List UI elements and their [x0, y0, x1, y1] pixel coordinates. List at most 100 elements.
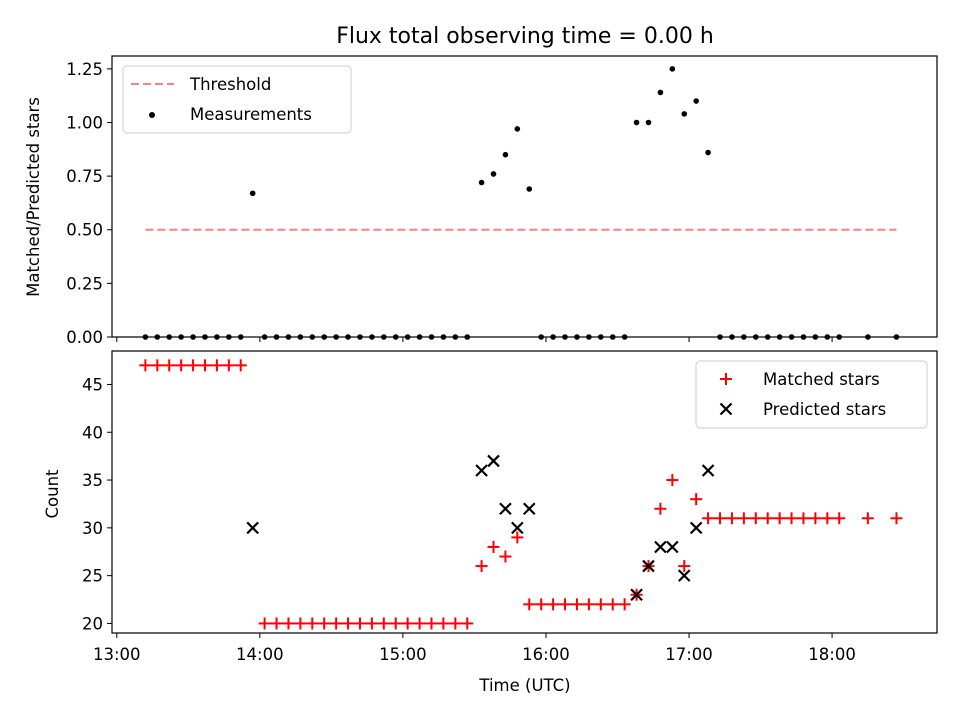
- top-y-tick-label: 1.00: [66, 113, 103, 132]
- matched-star-point: [318, 617, 331, 630]
- predicted-star-point: [499, 502, 512, 516]
- measurement-point: [514, 126, 521, 132]
- measurement-point: [681, 111, 688, 117]
- predicted-star-point: [487, 454, 500, 468]
- measurement-point: [669, 66, 676, 72]
- matched-star-point: [761, 512, 774, 525]
- matched-star-point: [437, 617, 450, 630]
- matched-star-point: [559, 598, 572, 611]
- matched-star-point: [475, 560, 488, 573]
- matched-star-point: [725, 512, 738, 525]
- matched-star-point: [413, 617, 426, 630]
- legend-matched-label: Matched stars: [763, 370, 880, 389]
- matched-star-point: [258, 617, 271, 630]
- matched-star-point: [499, 550, 512, 563]
- bottom-x-tick-label: 18:00: [808, 645, 856, 664]
- matched-star-point: [582, 598, 595, 611]
- matched-star-point: [151, 359, 164, 372]
- measurement-point: [249, 190, 256, 197]
- predicted-star-point: [475, 464, 488, 477]
- matched-star-point: [222, 359, 235, 372]
- predicted-star-point: [677, 569, 691, 582]
- bottom-axes-frame: [111, 350, 938, 634]
- matched-star-point: [547, 598, 560, 611]
- measurement-point: [693, 98, 699, 104]
- matched-star-point: [353, 617, 366, 630]
- bottom-y-axis-label: Count: [43, 469, 62, 519]
- bottom-axes: Count Time (UTC) 20 25 30 35 40 45 13:00 14:00…: [43, 350, 938, 695]
- predicted-star-point: [630, 588, 643, 602]
- bottom-y-tick-label: 30: [82, 519, 103, 538]
- bottom-x-ticks: 13:00 14:00 15:00 16:00 17:00 18:00: [93, 633, 856, 664]
- matched-star-point: [821, 512, 834, 525]
- matched-star-point: [401, 617, 414, 630]
- matched-star-point: [342, 617, 355, 630]
- top-y-axis-label: Matched/Predicted stars: [24, 97, 43, 297]
- bottom-legend: Matched stars Predicted stars: [695, 360, 928, 429]
- matched-star-point: [487, 540, 500, 553]
- matched-star-point: [389, 617, 402, 630]
- top-y-ticks: 0.00 0.25 0.50 0.75 1.00 1.25: [66, 60, 112, 347]
- legend-measurements-swatch: [149, 112, 155, 118]
- matched-star-point: [606, 598, 619, 611]
- matched-star-point: [163, 359, 176, 372]
- matched-star-point: [449, 617, 462, 630]
- measurement-point: [490, 171, 497, 177]
- matched-star-point: [690, 493, 703, 506]
- matched-star-point: [365, 617, 378, 630]
- predicted-star-point: [642, 559, 655, 573]
- matched-star-point: [425, 617, 438, 630]
- matched-star-point: [523, 598, 536, 611]
- matched-star-point: [377, 617, 390, 630]
- matched-star-point: [861, 512, 874, 525]
- legend-measurements-label: Measurements: [190, 105, 312, 124]
- top-legend: Threshold Measurements: [122, 65, 352, 134]
- matched-star-point: [461, 617, 474, 630]
- legend-predicted-label: Predicted stars: [763, 400, 886, 419]
- matched-star-point: [330, 617, 343, 630]
- matched-star-point: [282, 617, 295, 630]
- matched-star-point: [618, 598, 631, 611]
- legend-matched-swatch: [720, 373, 732, 385]
- predicted-star-point: [701, 464, 715, 477]
- top-y-tick-label: 0.00: [66, 328, 103, 347]
- bottom-y-tick-label: 25: [82, 567, 103, 586]
- matched-star-point: [714, 512, 727, 525]
- bottom-y-tick-label: 45: [82, 375, 103, 394]
- predicted-star-point: [522, 502, 536, 516]
- top-x-ticks: [116, 337, 833, 342]
- bottom-x-tick-label: 15:00: [379, 645, 427, 664]
- matched-star-point: [833, 512, 846, 525]
- measurement-point: [502, 151, 509, 158]
- bottom-x-tick-label: 14:00: [236, 645, 284, 664]
- predicted-star-point: [246, 521, 259, 535]
- top-axes-frame: [111, 55, 938, 338]
- matched-star-point: [773, 512, 786, 525]
- matched-star-point: [809, 512, 822, 525]
- matched-star-point: [702, 512, 715, 525]
- bottom-x-axis-label: Time (UTC): [478, 676, 570, 695]
- bottom-x-tick-label: 13:00: [93, 645, 141, 664]
- matched-star-point: [594, 598, 607, 611]
- legend-threshold-label: Threshold: [189, 75, 271, 94]
- matched-star-point: [234, 359, 247, 372]
- predicted-star-point: [511, 521, 524, 535]
- matched-star-point: [175, 359, 188, 372]
- top-y-tick-label: 0.25: [66, 274, 103, 293]
- bottom-x-tick-label: 17:00: [665, 645, 713, 664]
- legend-predicted-swatch: [719, 402, 733, 416]
- matched-star-point: [270, 617, 283, 630]
- top-axes: Flux total observing time = 0.00 h Match…: [24, 24, 938, 347]
- top-y-tick-label: 0.75: [66, 167, 103, 186]
- measurement-point: [705, 149, 711, 156]
- bottom-y-ticks: 20 25 30 35 40 45: [82, 375, 112, 633]
- predicted-star-point: [689, 521, 703, 535]
- matched-star-point: [511, 531, 524, 544]
- predicted-star-point: [666, 540, 679, 554]
- matched-star-point: [535, 598, 548, 611]
- measurement-point: [633, 119, 640, 126]
- chart-title: Flux total observing time = 0.00 h: [336, 24, 714, 49]
- matched-star-point: [210, 359, 223, 372]
- matched-star-point: [294, 617, 307, 630]
